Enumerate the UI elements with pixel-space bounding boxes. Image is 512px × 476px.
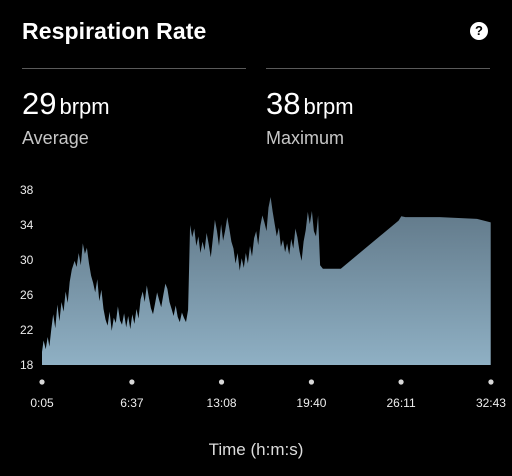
x-tick-dot: [488, 379, 494, 385]
average-number: 29: [22, 86, 57, 121]
x-tick-dot: [218, 379, 225, 385]
divider-left: [22, 68, 246, 69]
maximum-unit: brpm: [303, 94, 354, 119]
y-tick-label: 22: [20, 323, 34, 337]
series-area: [42, 197, 491, 365]
divider-right: [266, 68, 490, 69]
maximum-value: 38 brpm: [266, 86, 354, 122]
help-icon[interactable]: ?: [470, 22, 488, 40]
x-tick-dot: [129, 379, 135, 385]
x-tick-label: 26:11: [386, 396, 415, 410]
x-tick-dot: [39, 379, 45, 385]
x-tick-label: 19:40: [296, 396, 326, 410]
y-tick-label: 30: [20, 253, 34, 267]
maximum-number: 38: [266, 86, 301, 121]
average-unit: brpm: [59, 94, 110, 119]
average-label: Average: [22, 128, 89, 148]
y-tick-label: 18: [20, 358, 34, 372]
y-axis: 18 22 26 30 34 38: [20, 183, 34, 372]
x-tick-dot: [308, 379, 315, 385]
respiration-area-chart: 18 22 26 30 34 38 0:05 6:37 13:08 19:40 26:11 32:4…: [20, 183, 506, 410]
x-tick-dot: [398, 379, 404, 385]
x-tick-label: 0:05: [30, 396, 54, 410]
x-axis-title: Time (h:m:s): [208, 440, 304, 459]
x-tick-label: 13:08: [207, 396, 237, 410]
x-tick-label: 6:37: [120, 396, 144, 410]
y-tick-label: 34: [20, 218, 34, 232]
y-tick-label: 26: [20, 288, 34, 302]
y-tick-label: 38: [20, 183, 34, 197]
maximum-label: Maximum: [266, 128, 345, 148]
page-title: Respiration Rate: [22, 18, 207, 44]
respiration-area: [42, 197, 491, 365]
x-axis: 0:05 6:37 13:08 19:40 26:11 32:43: [30, 379, 506, 410]
average-value: 29 brpm: [22, 86, 110, 122]
x-tick-label: 32:43: [476, 396, 506, 410]
